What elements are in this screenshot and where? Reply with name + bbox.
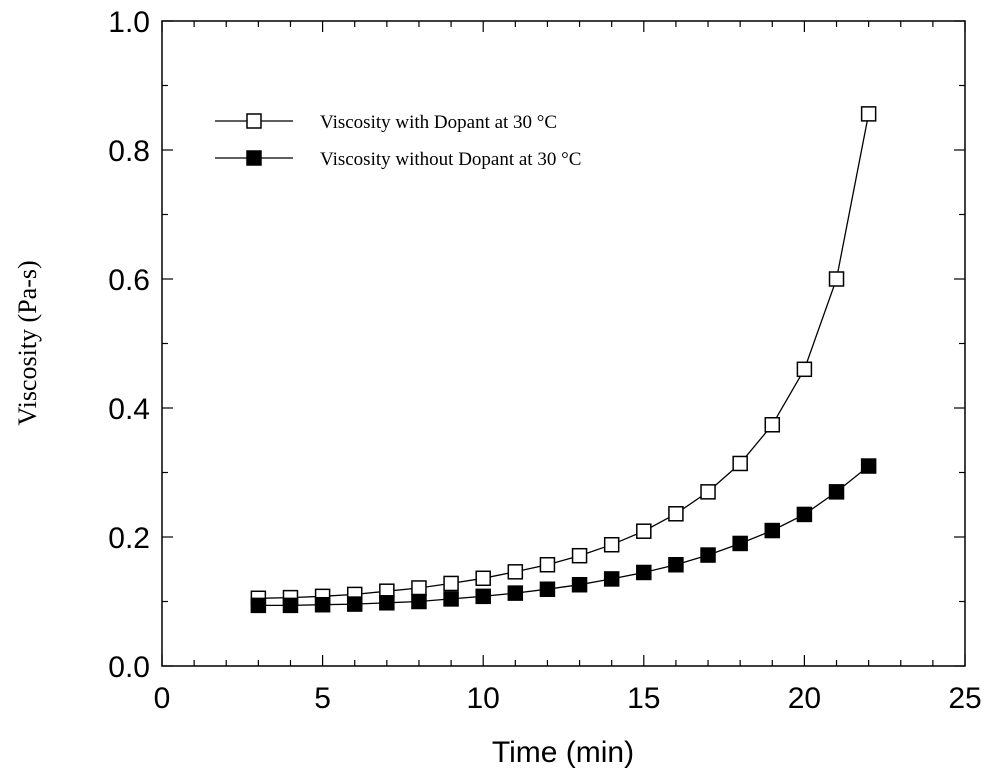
- y-tick-label: 0.6: [108, 264, 150, 297]
- y-tick-label: 1.0: [108, 6, 150, 39]
- data-point-series-2: [282, 597, 299, 614]
- data-point-series-1: [475, 570, 491, 587]
- legend-marker-2: [246, 150, 262, 166]
- legend: Viscosity with Dopant at 30 °C Viscosity …: [215, 112, 581, 170]
- data-point-series-2: [379, 595, 395, 611]
- legend-marker-1: [246, 113, 262, 129]
- data-point-series-2: [346, 596, 363, 612]
- y-tick-label: 0.4: [108, 393, 150, 426]
- data-point-series-2: [796, 506, 813, 523]
- data-point-series-1: [443, 575, 459, 592]
- data-point-series-2: [475, 588, 491, 605]
- data-point-series-2: [571, 576, 588, 593]
- data-point-series-2: [507, 585, 524, 601]
- data-point-series-1: [796, 361, 813, 378]
- data-point-series-1: [860, 106, 877, 122]
- x-tick-label: 0: [154, 682, 171, 715]
- plot-frame: [161, 20, 966, 667]
- data-point-series-1: [700, 484, 716, 500]
- data-point-series-2: [764, 522, 781, 539]
- data-point-series-1: [603, 536, 620, 553]
- data-point-series-1: [764, 417, 781, 433]
- y-tick-label: 0.2: [108, 522, 150, 555]
- data-point-series-1: [539, 556, 556, 573]
- data-point-series-2: [443, 591, 459, 607]
- x-tick-label: 15: [627, 682, 660, 715]
- y-axis-title: Viscosity (Pa-s): [13, 260, 42, 425]
- data-point-series-2: [700, 547, 716, 563]
- x-tick-label: 20: [788, 682, 821, 715]
- data-point-series-2: [732, 535, 748, 552]
- data-point-series-2: [668, 556, 684, 573]
- x-tick-label: 25: [948, 682, 981, 715]
- data-point-series-1: [411, 580, 427, 596]
- data-point-series-2: [250, 597, 267, 614]
- x-axis-title: Time (min): [492, 736, 634, 769]
- data-point-series-2: [411, 593, 427, 610]
- data-point-series-1: [636, 523, 652, 539]
- data-point-series-2: [539, 581, 556, 597]
- data-point-series-1: [571, 547, 588, 564]
- data-point-series-2: [314, 596, 331, 613]
- series-layer: [250, 106, 877, 614]
- legend-label-2: Viscosity without Dopant at 30 °C: [320, 149, 581, 170]
- data-point-series-2: [603, 571, 620, 587]
- data-point-series-2: [636, 564, 652, 581]
- x-tick-label: 10: [467, 682, 500, 715]
- data-point-series-2: [860, 458, 877, 474]
- data-point-series-1: [668, 506, 684, 522]
- y-tick-label: 0.0: [108, 651, 150, 684]
- x-tick-label: 5: [314, 682, 331, 715]
- data-point-series-1: [732, 455, 748, 472]
- ticks-layer: 0 5 10 15 20 25 0.0 0.2 0.4 0.6 0.8 1.0: [108, 6, 981, 715]
- data-point-series-2: [828, 484, 845, 500]
- legend-label-1: Viscosity with Dopant at 30 °C: [320, 112, 557, 133]
- y-tick-label: 0.8: [108, 135, 150, 168]
- data-point-series-1: [828, 271, 845, 287]
- data-point-series-1: [507, 564, 524, 580]
